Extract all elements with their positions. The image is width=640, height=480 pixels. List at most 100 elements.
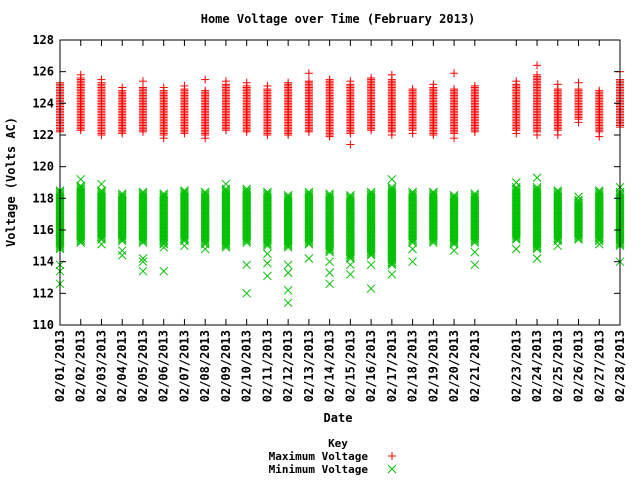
x-tick-label: 02/18/2013 — [406, 330, 420, 402]
outlier-point — [76, 70, 85, 79]
outlier-point — [200, 244, 210, 254]
outlier-point — [263, 249, 272, 259]
day-11-points — [263, 81, 272, 139]
x-tick-label: 02/09/2013 — [219, 330, 233, 402]
day-21-points — [470, 189, 480, 270]
outlier-point — [138, 266, 148, 276]
data-point — [346, 193, 355, 203]
data-point — [180, 186, 189, 195]
day-23-points — [512, 77, 521, 138]
outlier-point — [450, 69, 459, 78]
x-tick-label: 02/15/2013 — [343, 330, 357, 402]
day-20-points — [450, 69, 459, 143]
data-point — [159, 192, 169, 202]
outlier-point — [159, 243, 169, 252]
legend: Key Maximum Voltage Minimum Voltage — [269, 437, 397, 476]
day-10-points — [242, 78, 251, 136]
outlier-point — [532, 173, 542, 183]
x-tick-label: 02/14/2013 — [323, 330, 337, 402]
x-tick-label: 02/10/2013 — [240, 330, 254, 402]
day-2-points — [76, 174, 86, 248]
day-11-points — [263, 187, 272, 281]
outlier-point — [325, 279, 334, 289]
x-tick-label: 02/06/2013 — [157, 330, 171, 402]
y-tick-label: 128 — [32, 33, 54, 47]
day-17-points — [387, 174, 397, 279]
outlier-point — [595, 132, 604, 141]
data-point — [180, 187, 189, 197]
data-point — [408, 187, 417, 197]
x-tick-label: 02/12/2013 — [281, 330, 295, 402]
data-point — [325, 189, 334, 198]
outlier-point — [574, 192, 583, 202]
day-13-points — [304, 69, 313, 136]
data-point — [346, 192, 355, 202]
day-21-points — [470, 81, 479, 136]
day-8-points — [201, 75, 210, 143]
outlier-point — [553, 80, 562, 89]
outlier-point — [325, 132, 334, 141]
day-16-points — [366, 187, 376, 293]
outlier-point — [283, 260, 293, 270]
day-27-points — [595, 86, 604, 141]
outlier-point — [283, 268, 293, 278]
day-18-points — [408, 187, 417, 267]
outlier-point — [242, 288, 252, 298]
data-point — [470, 189, 480, 198]
outlier-point — [346, 140, 355, 149]
outlier-point — [283, 298, 293, 308]
x-tick-label: 02/05/2013 — [136, 330, 150, 402]
data-point — [117, 192, 127, 202]
day-26-points — [574, 78, 583, 127]
outlier-point — [221, 243, 231, 252]
x-tick-label: 02/24/2013 — [530, 330, 544, 402]
data-point — [428, 187, 438, 197]
data-point — [97, 186, 106, 195]
outlier-point — [221, 77, 230, 86]
outlier-point — [201, 75, 210, 84]
data-point — [428, 190, 438, 200]
day-12-points — [284, 78, 293, 139]
legend-label-maximum: Maximum Voltage — [269, 450, 369, 463]
legend-marker-minimum — [387, 464, 397, 474]
data-point — [304, 190, 314, 200]
data-point — [304, 77, 313, 86]
data-point — [159, 190, 169, 200]
outlier-point — [574, 201, 583, 211]
data-point — [221, 186, 231, 195]
outlier-point — [408, 129, 417, 138]
x-tick-label: 02/08/2013 — [198, 330, 212, 402]
day-15-points — [346, 190, 355, 279]
data-point — [201, 86, 210, 95]
data-point — [138, 187, 148, 197]
x-tick-label: 02/19/2013 — [426, 330, 440, 402]
data-point — [97, 189, 106, 198]
data-point — [76, 181, 86, 191]
data-point — [470, 192, 480, 202]
day-7-points — [180, 81, 189, 138]
data-point — [325, 192, 334, 202]
data-point — [574, 198, 583, 208]
outlier-point — [512, 129, 521, 138]
data-point — [283, 190, 293, 200]
data-point — [511, 186, 521, 195]
outlier-point — [304, 69, 313, 78]
outlier-point — [470, 81, 479, 90]
data-point — [138, 189, 148, 198]
day-13-points — [304, 187, 314, 263]
data-point — [594, 189, 604, 198]
x-tick-label: 02/25/2013 — [551, 330, 565, 402]
outlier-point — [408, 244, 417, 254]
outlier-point — [532, 254, 542, 263]
outlier-point — [470, 260, 480, 270]
outlier-point — [118, 83, 127, 92]
data-point — [242, 184, 252, 194]
data-point — [200, 187, 210, 197]
x-tick-label: 02/28/2013 — [613, 330, 627, 402]
outlier-point — [263, 258, 272, 268]
y-tick-label: 120 — [32, 160, 54, 174]
x-tick-label: 02/07/2013 — [177, 330, 191, 402]
outlier-point — [221, 179, 231, 189]
data-point — [200, 190, 210, 200]
